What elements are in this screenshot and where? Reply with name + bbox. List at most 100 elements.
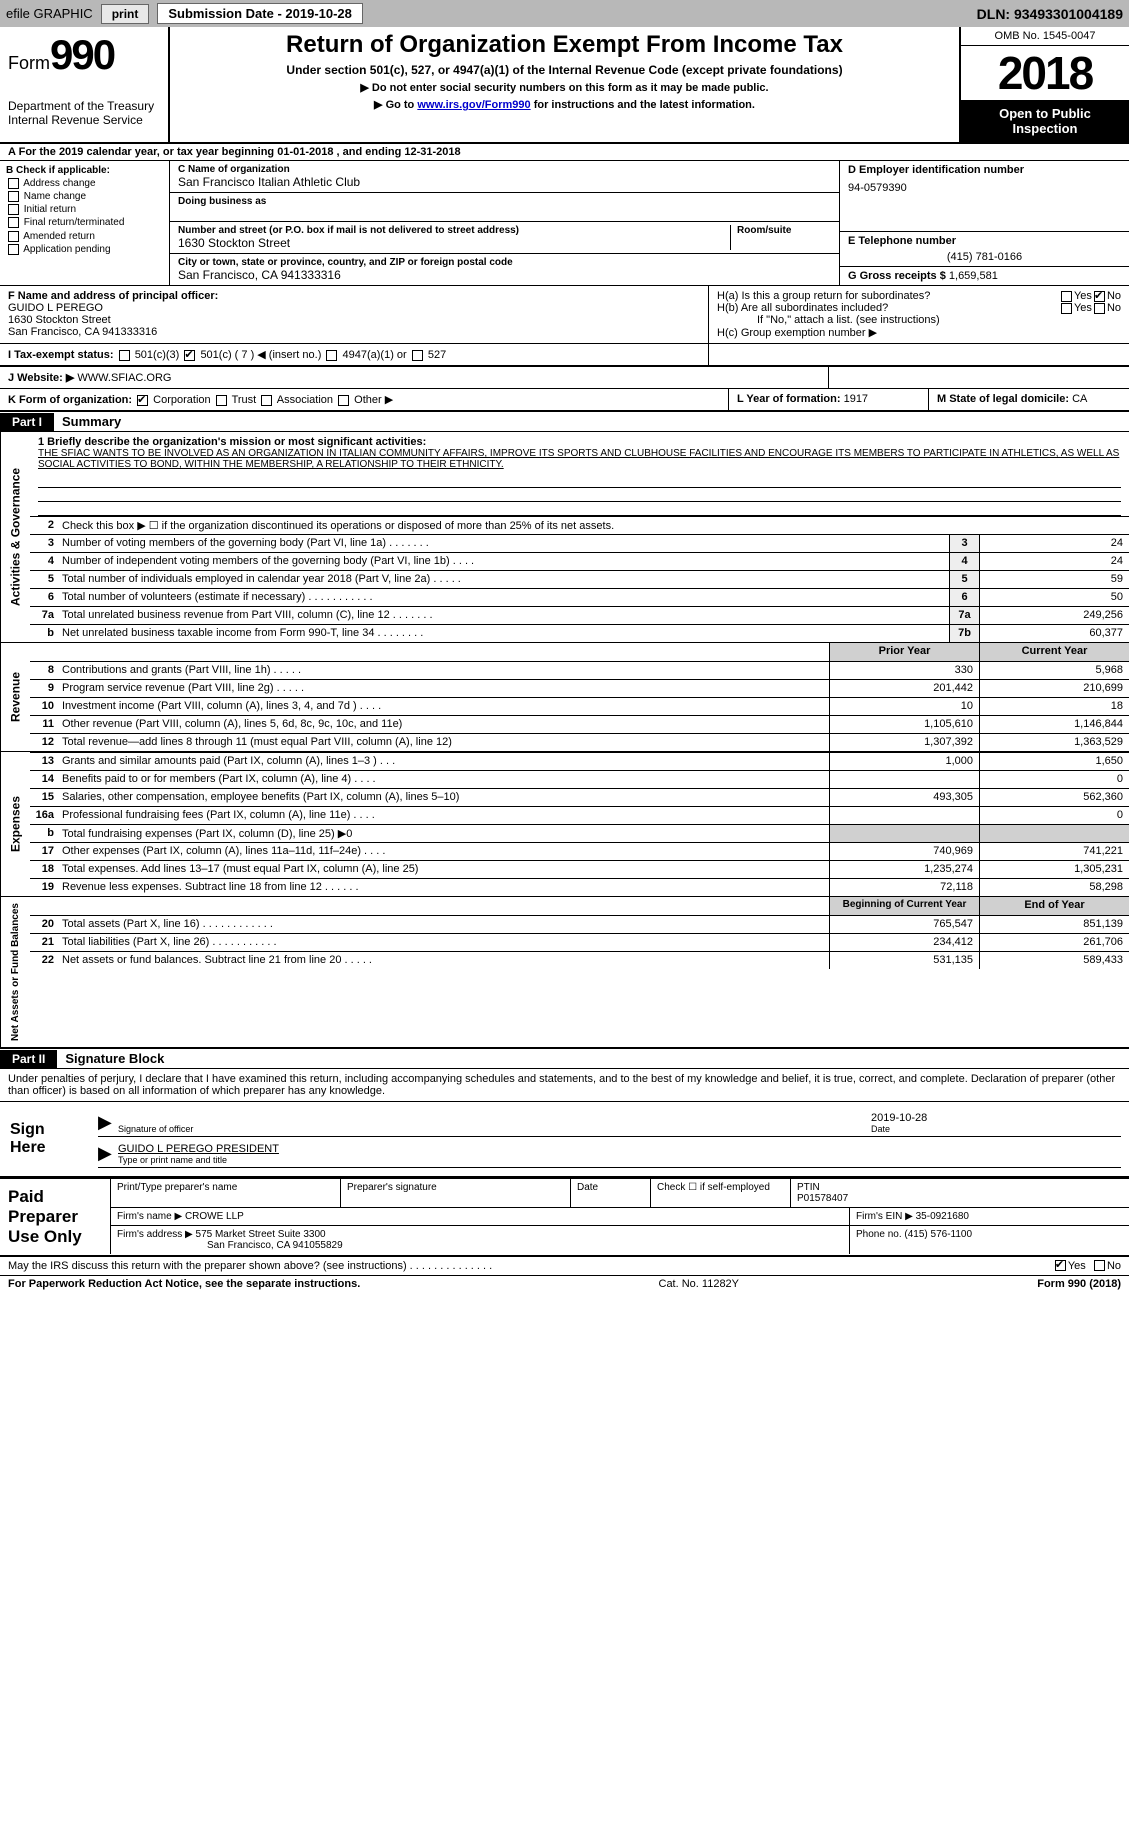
room-label: Room/suite bbox=[737, 225, 831, 236]
sign-here-label: Sign Here bbox=[0, 1102, 90, 1176]
gov-line-3: 3Number of voting members of the governi… bbox=[30, 534, 1129, 552]
section-i-j: I Tax-exempt status: 501(c)(3) 501(c) ( … bbox=[0, 344, 1129, 367]
form-title: Return of Organization Exempt From Incom… bbox=[180, 31, 949, 59]
chk-assoc[interactable] bbox=[261, 395, 272, 406]
chk-pending[interactable]: Application pending bbox=[6, 244, 163, 255]
chk-final[interactable]: Final return/terminated bbox=[6, 217, 163, 228]
chk-other[interactable] bbox=[338, 395, 349, 406]
line-11: 11Other revenue (Part VIII, column (A), … bbox=[30, 715, 1129, 733]
line-20: 20Total assets (Part X, line 16) . . . .… bbox=[30, 915, 1129, 933]
end-year-hdr: End of Year bbox=[979, 897, 1129, 915]
ha-no[interactable] bbox=[1094, 291, 1105, 302]
vtab-expenses: Expenses bbox=[0, 752, 30, 896]
gross-label: G Gross receipts $ bbox=[848, 270, 946, 282]
ptin-label: PTIN bbox=[797, 1182, 1123, 1193]
section-m: M State of legal domicile: CA bbox=[929, 389, 1129, 410]
chk-501c3[interactable] bbox=[119, 350, 130, 361]
ha-yes[interactable] bbox=[1061, 291, 1072, 302]
sig-arrow-icon: ▶ bbox=[98, 1112, 118, 1134]
line-10: 10Investment income (Part VIII, column (… bbox=[30, 697, 1129, 715]
line-8: 8Contributions and grants (Part VIII, li… bbox=[30, 661, 1129, 679]
preparer-name-label: Print/Type preparer's name bbox=[110, 1179, 340, 1207]
irs-link[interactable]: www.irs.gov/Form990 bbox=[417, 99, 530, 111]
sig-officer-label: Signature of officer bbox=[118, 1124, 871, 1134]
type-name-label: Type or print name and title bbox=[118, 1155, 1121, 1165]
chk-4947[interactable] bbox=[326, 350, 337, 361]
form-number: 990 bbox=[50, 31, 114, 78]
info-grid: B Check if applicable: Address change Na… bbox=[0, 161, 1129, 286]
sig-date-label: Date bbox=[871, 1124, 1121, 1134]
section-h: H(a) Is this a group return for subordin… bbox=[709, 286, 1129, 343]
discuss-yes[interactable] bbox=[1055, 1260, 1066, 1271]
line-13: 13Grants and similar amounts paid (Part … bbox=[30, 752, 1129, 770]
gov-line-b: bNet unrelated business taxable income f… bbox=[30, 624, 1129, 642]
ein-value: 94-0579390 bbox=[848, 182, 1121, 194]
current-year-hdr: Current Year bbox=[979, 643, 1129, 661]
discuss-label: May the IRS discuss this return with the… bbox=[8, 1260, 1053, 1272]
efile-label: efile GRAPHIC bbox=[6, 6, 93, 21]
hb-note: If "No," attach a list. (see instruction… bbox=[717, 314, 1121, 326]
line-9: 9Program service revenue (Part VIII, lin… bbox=[30, 679, 1129, 697]
sign-here-block: Sign Here ▶ Signature of officer 2019-10… bbox=[0, 1101, 1129, 1177]
submission-date: Submission Date - 2019-10-28 bbox=[157, 3, 363, 24]
chk-name[interactable]: Name change bbox=[6, 191, 163, 202]
form-header: Form990 Department of the Treasury Inter… bbox=[0, 27, 1129, 144]
paid-row2: Firm's name ▶ CROWE LLP Firm's EIN ▶ 35-… bbox=[110, 1208, 1129, 1226]
expenses-block: Expenses 13Grants and similar amounts pa… bbox=[0, 752, 1129, 897]
chk-corp[interactable] bbox=[137, 395, 148, 406]
tax-year: 2018 bbox=[961, 46, 1129, 100]
gross-value: 1,659,581 bbox=[949, 270, 998, 282]
part2-title: Signature Block bbox=[57, 1049, 172, 1068]
line-15: 15Salaries, other compensation, employee… bbox=[30, 788, 1129, 806]
discuss-no[interactable] bbox=[1094, 1260, 1105, 1271]
part2-bar: Part II Signature Block bbox=[0, 1049, 1129, 1069]
line-14: 14Benefits paid to or for members (Part … bbox=[30, 770, 1129, 788]
section-k-l-m: K Form of organization: Corporation Trus… bbox=[0, 389, 1129, 412]
preparer-date-label: Date bbox=[570, 1179, 650, 1207]
governance-block: Activities & Governance 1 Briefly descri… bbox=[0, 432, 1129, 643]
part1-header: Part I bbox=[0, 413, 54, 431]
line-b: bTotal fundraising expenses (Part IX, co… bbox=[30, 824, 1129, 842]
chk-trust[interactable] bbox=[216, 395, 227, 406]
hb-no[interactable] bbox=[1094, 303, 1105, 314]
line-19: 19Revenue less expenses. Subtract line 1… bbox=[30, 878, 1129, 896]
firm-name: CROWE LLP bbox=[185, 1211, 244, 1222]
self-employed-chk[interactable]: Check ☐ if self-employed bbox=[650, 1179, 790, 1207]
hb-label: H(b) Are all subordinates included? bbox=[717, 302, 1059, 314]
paid-row3: Firm's address ▶ 575 Market Street Suite… bbox=[110, 1226, 1129, 1254]
col-header-row: Prior Year Current Year bbox=[30, 643, 1129, 661]
hb-yes[interactable] bbox=[1061, 303, 1072, 314]
line-21: 21Total liabilities (Part X, line 26) . … bbox=[30, 933, 1129, 951]
top-toolbar: efile GRAPHIC print Submission Date - 20… bbox=[0, 0, 1129, 27]
form-prefix: Form bbox=[8, 53, 50, 73]
chk-527[interactable] bbox=[412, 350, 423, 361]
chk-amended[interactable]: Amended return bbox=[6, 231, 163, 242]
section-k: K Form of organization: Corporation Trus… bbox=[0, 389, 729, 410]
gov-line-4: 4Number of independent voting members of… bbox=[30, 552, 1129, 570]
chk-501c[interactable] bbox=[184, 350, 195, 361]
phone-value: (415) 781-0166 bbox=[848, 251, 1121, 263]
org-city: San Francisco, CA 941333316 bbox=[178, 268, 831, 282]
blank-line bbox=[38, 488, 1121, 502]
line-16a: 16aProfessional fundraising fees (Part I… bbox=[30, 806, 1129, 824]
addr-label: Number and street (or P.O. box if mail i… bbox=[178, 225, 724, 236]
vtab-netassets: Net Assets or Fund Balances bbox=[0, 897, 30, 1047]
cat-no: Cat. No. 11282Y bbox=[360, 1278, 1037, 1290]
print-button[interactable]: print bbox=[101, 4, 150, 24]
revenue-block: Revenue Prior Year Current Year 8Contrib… bbox=[0, 643, 1129, 752]
prior-year-hdr: Prior Year bbox=[829, 643, 979, 661]
discuss-row: May the IRS discuss this return with the… bbox=[0, 1257, 1129, 1276]
website-value: WWW.SFIAC.ORG bbox=[77, 372, 171, 384]
header-left: Form990 Department of the Treasury Inter… bbox=[0, 27, 170, 142]
section-j: J Website: ▶ WWW.SFIAC.ORG bbox=[0, 367, 829, 388]
chk-address[interactable]: Address change bbox=[6, 178, 163, 189]
part2-header: Part II bbox=[0, 1050, 57, 1068]
officer-addr2: San Francisco, CA 941333316 bbox=[8, 326, 700, 338]
paid-row1: Print/Type preparer's name Preparer's si… bbox=[110, 1179, 1129, 1208]
gov-line-6: 6Total number of volunteers (estimate if… bbox=[30, 588, 1129, 606]
firm-phone: (415) 576-1100 bbox=[904, 1229, 972, 1240]
gov-line-2: 2Check this box ▶ ☐ if the organization … bbox=[30, 516, 1129, 534]
chk-initial[interactable]: Initial return bbox=[6, 204, 163, 215]
city-label: City or town, state or province, country… bbox=[178, 257, 831, 268]
perjury-text: Under penalties of perjury, I declare th… bbox=[0, 1069, 1129, 1101]
